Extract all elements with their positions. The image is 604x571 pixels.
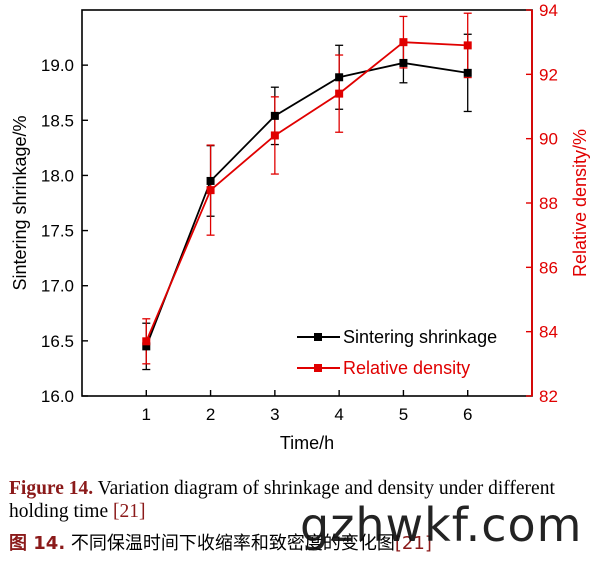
right-tick-label-0: 82 — [539, 387, 558, 406]
data-point-density-2 — [270, 131, 279, 140]
left-tick-label-0: 16.0 — [41, 387, 74, 406]
right-tick-label-4: 90 — [539, 130, 558, 149]
left-tick-label-3: 17.5 — [41, 222, 74, 241]
data-point-shrinkage-0 — [142, 342, 151, 351]
caption-text-cn: 不同保温时间下收缩率和致密度的变化图 — [65, 533, 395, 554]
left-axis-ticks: 16.0 16.5 17.0 17.5 18.0 18.5 19.0 — [41, 56, 88, 406]
watermark: gzhwkf.com — [300, 498, 583, 552]
legend-entry-density: Relative density — [297, 358, 470, 378]
series-line-density — [145, 41, 468, 342]
x-tick-label-5: 6 — [463, 405, 472, 424]
caption-text: Variation diagram of shrinkage and densi… — [9, 478, 555, 522]
figure-label-cn: 图 14. — [9, 533, 66, 554]
left-tick-label-2: 17.0 — [41, 277, 74, 296]
data-point-density-5 — [463, 41, 472, 50]
right-tick-label-5: 92 — [539, 65, 558, 84]
x-axis-title: Time/h — [280, 433, 334, 453]
x-tick-label-0: 1 — [142, 405, 151, 424]
caption-reference-link-cn[interactable]: [21] — [394, 533, 432, 554]
figure-caption-chinese: 图 14. 不同保温时间下收缩率和致密度的变化图[21] — [9, 532, 599, 555]
data-point-density-1 — [206, 186, 215, 195]
figure-label: Figure 14. — [9, 478, 94, 499]
x-tick-label-3: 4 — [334, 405, 343, 424]
data-point-density-4 — [399, 38, 408, 47]
data-point-density-3 — [335, 89, 344, 98]
data-point-shrinkage-5 — [463, 68, 472, 77]
data-point-shrinkage-3 — [335, 73, 344, 82]
legend-marker-density — [314, 364, 322, 372]
caption-reference-link[interactable]: [21] — [113, 501, 146, 522]
marker-layer — [142, 38, 472, 351]
figure-caption-english: Figure 14. Variation diagram of shrinkag… — [9, 477, 599, 523]
series-line-layer — [145, 41, 468, 347]
dual-axis-line-chart: 1 2 3 4 5 6 16.0 16.5 17.0 17.5 18.0 18.5 19.0 82 84… — [10, 1, 590, 453]
left-tick-label-5: 18.5 — [41, 111, 74, 130]
right-tick-label-6: 94 — [539, 1, 558, 20]
data-point-shrinkage-1 — [206, 176, 215, 185]
right-axis-title: Relative density/% — [570, 129, 590, 277]
x-tick-label-4: 5 — [399, 405, 408, 424]
legend: Sintering shrinkage Relative density — [297, 327, 497, 378]
data-point-density-0 — [142, 337, 151, 346]
series-line-shrinkage — [145, 62, 468, 347]
right-axis-ticks: 82 84 86 88 90 92 94 — [526, 1, 558, 406]
x-axis-ticks: 1 2 3 4 5 6 — [142, 390, 472, 424]
left-tick-label-1: 16.5 — [41, 332, 74, 351]
legend-label-shrinkage: Sintering shrinkage — [343, 327, 497, 347]
legend-marker-shrinkage — [314, 333, 322, 341]
left-tick-label-6: 19.0 — [41, 56, 74, 75]
x-tick-label-2: 3 — [270, 405, 279, 424]
left-axis-title: Sintering shrinkage/% — [10, 115, 30, 290]
x-tick-label-1: 2 — [206, 405, 215, 424]
left-tick-label-4: 18.0 — [41, 166, 74, 185]
data-point-shrinkage-4 — [399, 58, 408, 67]
right-tick-label-1: 84 — [539, 323, 558, 342]
legend-entry-shrinkage: Sintering shrinkage — [297, 327, 497, 347]
right-tick-label-2: 86 — [539, 258, 558, 277]
data-point-shrinkage-2 — [270, 111, 279, 120]
right-tick-label-3: 88 — [539, 194, 558, 213]
legend-label-density: Relative density — [343, 358, 470, 378]
